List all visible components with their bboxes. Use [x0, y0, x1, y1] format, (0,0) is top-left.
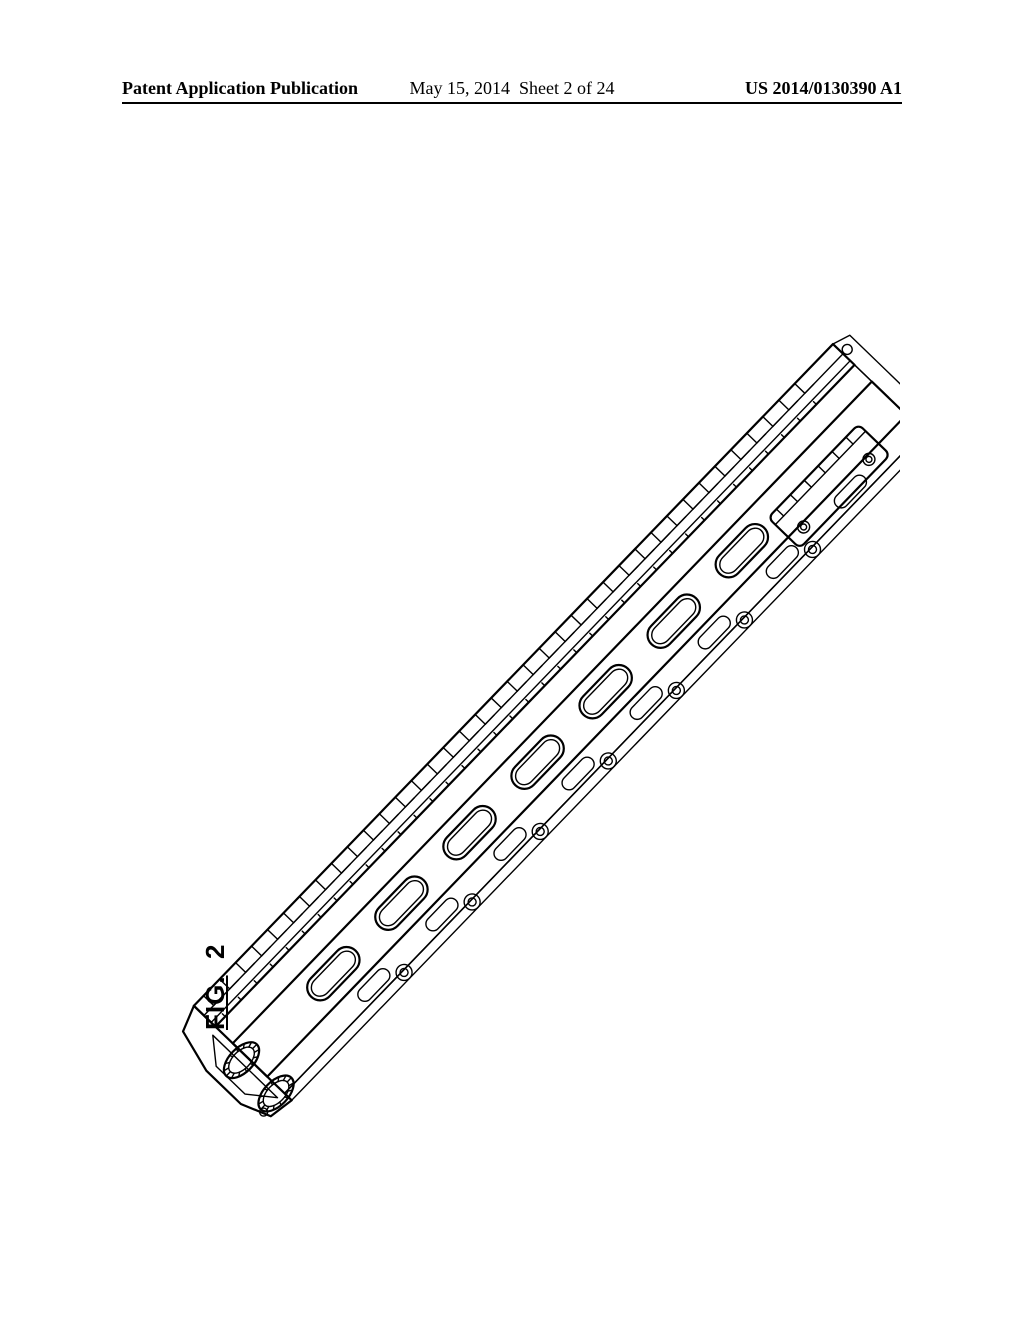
header-rule [122, 102, 902, 104]
header-publication-number: US 2014/0130390 A1 [745, 78, 902, 99]
page-header: Patent Application Publication May 15, 2… [0, 78, 1024, 118]
figure-drawing [180, 160, 900, 1220]
header-date-sheet: May 15, 2014 Sheet 2 of 24 [410, 78, 615, 99]
header-publication-type: Patent Application Publication [122, 78, 358, 99]
patent-page: Patent Application Publication May 15, 2… [0, 0, 1024, 1320]
